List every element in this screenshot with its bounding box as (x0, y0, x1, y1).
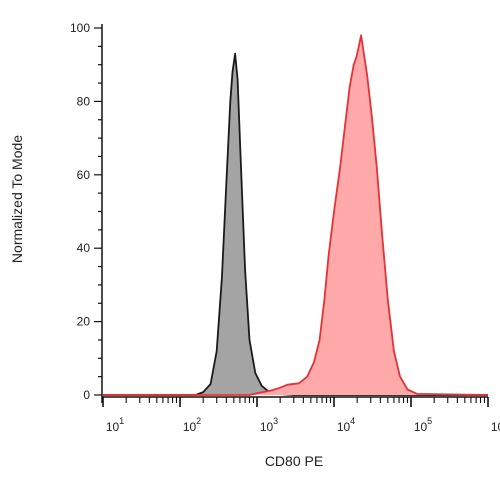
y-tick-label: 60 (77, 168, 91, 182)
x-axis: 101 102 103 104 105 106 (102, 396, 500, 434)
y-axis: 0 20 40 60 80 100 (70, 21, 103, 403)
series-layer (103, 34, 489, 396)
x-tick-label: 104 (337, 416, 355, 434)
series-1-outline (103, 52, 488, 396)
series-1-fill (103, 53, 488, 395)
x-tick-label: 106 (491, 416, 500, 434)
x-tick-label: 102 (183, 416, 201, 434)
x-axis-title: CD80 PE (265, 453, 323, 469)
y-tick-label: 0 (83, 388, 90, 402)
y-tick-label: 40 (77, 241, 91, 255)
y-tick-label: 20 (77, 315, 91, 329)
x-tick-label: 105 (414, 416, 432, 434)
x-tick-label: 103 (260, 416, 278, 434)
y-tick-label: 80 (77, 94, 91, 108)
x-tick-label: 101 (106, 416, 124, 434)
y-axis-title: Normalized To Mode (9, 135, 25, 263)
series-2-outline (103, 34, 489, 396)
series-2-fill (103, 35, 488, 396)
y-tick-label: 100 (70, 21, 90, 35)
